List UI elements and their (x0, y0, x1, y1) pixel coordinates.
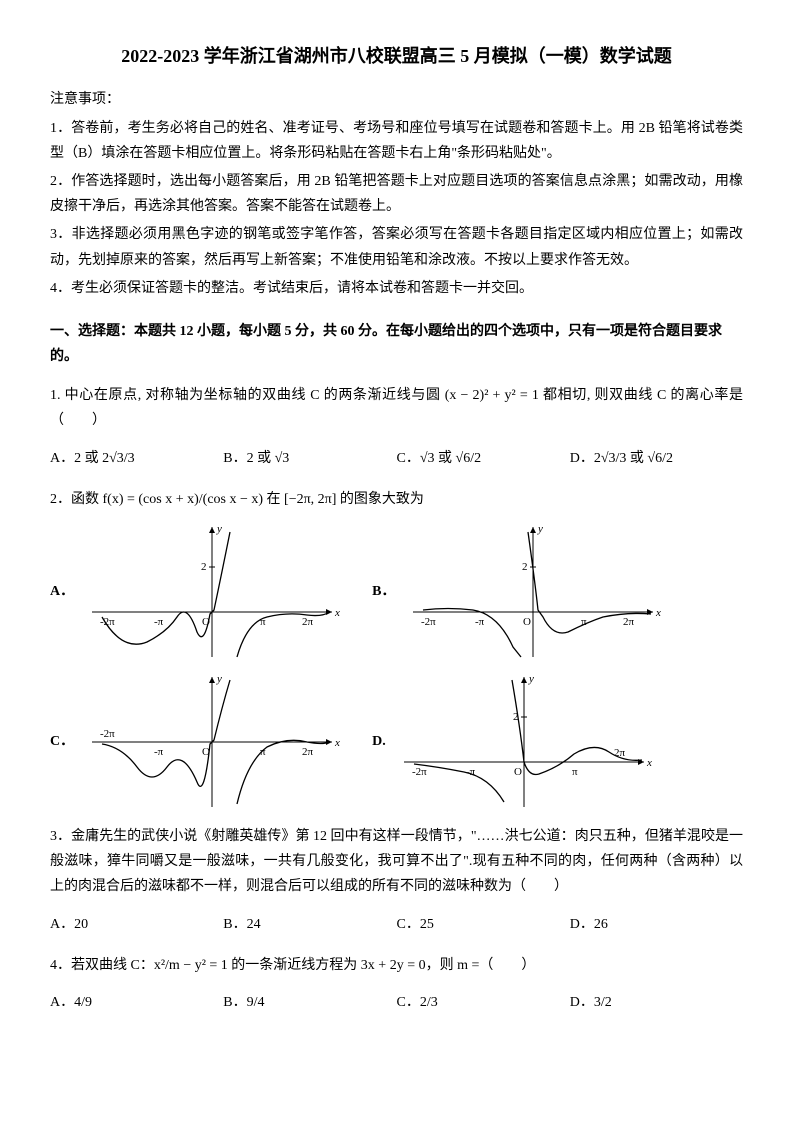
q1-opt-b: B．2 或 √3 (223, 442, 396, 475)
q4-text: 4．若双曲线 C：x²/m − y² = 1 的一条渐近线方程为 3x + 2y… (50, 958, 535, 973)
q4-opt-b: B．9/4 (223, 986, 396, 1019)
q4-opt-c: C．2/3 (397, 986, 570, 1019)
graph-b-icon: x y -2π -π O π 2π 2 (403, 522, 663, 662)
q1-opt-d: D．2√3/3 或 √6/2 (570, 442, 743, 475)
svg-text:-π: -π (154, 616, 164, 628)
graph-d-icon: x y -2π -π O π 2π 2 (394, 672, 654, 812)
svg-text:-2π: -2π (100, 728, 115, 740)
svg-text:-2π: -2π (421, 616, 436, 628)
q4-opt-d: D．3/2 (570, 986, 743, 1019)
graph-c-icon: x y -2π -π O π 2π (82, 672, 342, 812)
svg-text:y: y (216, 523, 222, 535)
svg-text:2: 2 (201, 561, 207, 573)
graph-a-icon: x y -2π -π O π 2π 2 (82, 522, 342, 662)
svg-text:2π: 2π (302, 746, 314, 758)
note-3: 3．非选择题必须用黑色字迹的钢笔或签字笔作答，答案必须写在答题卡各题目指定区域内… (50, 222, 743, 272)
svg-text:x: x (646, 757, 652, 769)
q1-text: 1. 中心在原点, 对称轴为坐标轴的双曲线 C 的两条渐近线与圆 (x − 2)… (50, 388, 743, 428)
q2-chart-d: D. x y -2π -π O π 2π 2 (372, 672, 654, 812)
svg-text:x: x (655, 607, 661, 619)
svg-text:-2π: -2π (412, 766, 427, 778)
q3-opt-d: D．26 (570, 908, 743, 941)
svg-text:2π: 2π (302, 616, 314, 628)
q2-label-d: D. (372, 729, 386, 754)
page-title: 2022-2023 学年浙江省湖州市八校联盟高三 5 月模拟（一模）数学试题 (50, 40, 743, 72)
q2-text: 2．函数 f(x) = (cos x + x)/(cos x − x) 在 [−… (50, 492, 424, 507)
notes-header: 注意事项： (50, 87, 743, 112)
q4-opt-a: A．4/9 (50, 986, 223, 1019)
note-1: 1．答卷前，考生务必将自己的姓名、准考证号、考场号和座位号填写在试题卷和答题卡上… (50, 116, 743, 166)
question-4: 4．若双曲线 C：x²/m − y² = 1 的一条渐近线方程为 3x + 2y… (50, 953, 743, 1019)
svg-text:-π: -π (466, 766, 476, 778)
svg-text:y: y (528, 673, 534, 685)
svg-text:π: π (581, 616, 587, 628)
svg-text:-π: -π (475, 616, 485, 628)
question-2: 2．函数 f(x) = (cos x + x)/(cos x − x) 在 [−… (50, 487, 743, 812)
svg-text:O: O (514, 766, 522, 778)
svg-text:x: x (334, 607, 340, 619)
notes-block: 注意事项： 1．答卷前，考生务必将自己的姓名、准考证号、考场号和座位号填写在试题… (50, 87, 743, 301)
question-3: 3．金庸先生的武侠小说《射雕英雄传》第 12 回中有这样一段情节，"……洪七公道… (50, 824, 743, 941)
q2-label-b: B． (372, 579, 395, 604)
svg-text:2π: 2π (623, 616, 635, 628)
svg-text:2: 2 (522, 561, 528, 573)
section-1-header: 一、选择题：本题共 12 小题，每小题 5 分，共 60 分。在每小题给出的四个… (50, 319, 743, 369)
note-2: 2．作答选择题时，选出每小题答案后，用 2B 铅笔把答题卡上对应题目选项的答案信… (50, 169, 743, 219)
svg-text:π: π (572, 766, 578, 778)
q1-opt-a: A．2 或 2√3/3 (50, 442, 223, 475)
svg-text:y: y (537, 523, 543, 535)
q2-chart-b: B． x y -2π -π O π 2π 2 (372, 522, 663, 662)
q2-label-a: A． (50, 579, 74, 604)
q3-opt-c: C．25 (397, 908, 570, 941)
q3-opt-a: A．20 (50, 908, 223, 941)
q3-text: 3．金庸先生的武侠小说《射雕英雄传》第 12 回中有这样一段情节，"……洪七公道… (50, 829, 743, 894)
question-1: 1. 中心在原点, 对称轴为坐标轴的双曲线 C 的两条渐近线与圆 (x − 2)… (50, 383, 743, 475)
q2-label-c: C． (50, 729, 74, 754)
q2-chart-a: A． x y -2π -π O π 2π 2 (50, 522, 342, 662)
svg-text:y: y (216, 673, 222, 685)
q3-opt-b: B．24 (223, 908, 396, 941)
svg-text:O: O (523, 616, 531, 628)
q1-opt-c: C．√3 或 √6/2 (397, 442, 570, 475)
svg-text:x: x (334, 737, 340, 749)
note-4: 4．考生必须保证答题卡的整洁。考试结束后，请将本试卷和答题卡一并交回。 (50, 276, 743, 301)
q2-chart-c: C． x y -2π -π O π 2π (50, 672, 342, 812)
svg-text:-π: -π (154, 746, 164, 758)
